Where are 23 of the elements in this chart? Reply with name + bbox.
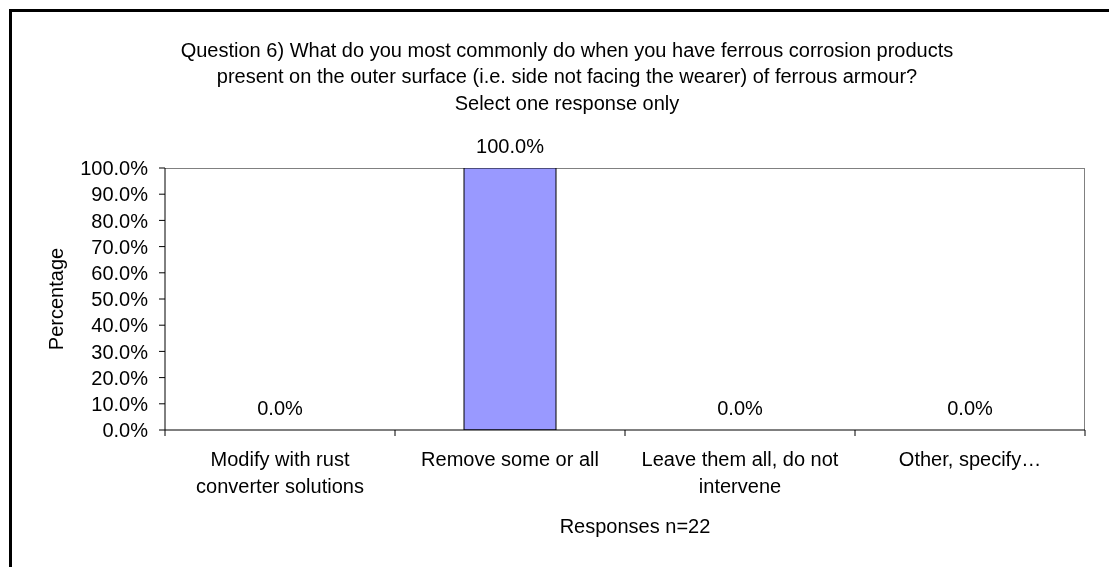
chart-subtitle: Select one response only [454, 92, 680, 114]
y-tick-label: 80.0% [91, 209, 149, 232]
chart-title: Question 6) What do you most commonly do when you have ferrous corrosion products present on the outer surface (i.e. side not facing the wearer) of ferrous armour? [180, 39, 954, 87]
data-label: 100.0% [476, 135, 545, 157]
x-tick-label: Other, specify… [898, 448, 1042, 470]
x-tick-label: Modify with rust converter solutions [196, 448, 364, 497]
y-tick-label: 0.0% [102, 419, 149, 442]
data-label: 0.0% [717, 397, 764, 419]
data-label: 0.0% [947, 397, 994, 419]
y-tick-label: 60.0% [91, 261, 149, 284]
x-tick-label: Leave them all, do not intervene [641, 448, 839, 497]
y-tick-label: 100.0% [80, 157, 149, 180]
y-tick-label: 10.0% [91, 392, 149, 415]
y-tick-label: 50.0% [91, 288, 149, 311]
y-tick-label: 40.0% [91, 314, 149, 337]
y-tick-label: 70.0% [91, 235, 149, 258]
x-tick-label: Remove some or all [421, 448, 599, 470]
x-axis-title: Responses n=22 [559, 514, 711, 537]
y-tick-label: 90.0% [91, 183, 149, 206]
y-axis-title: Percentage [44, 247, 67, 351]
y-tick-label: 20.0% [91, 366, 149, 389]
data-label: 0.0% [257, 397, 304, 419]
y-tick-label: 30.0% [91, 340, 149, 363]
